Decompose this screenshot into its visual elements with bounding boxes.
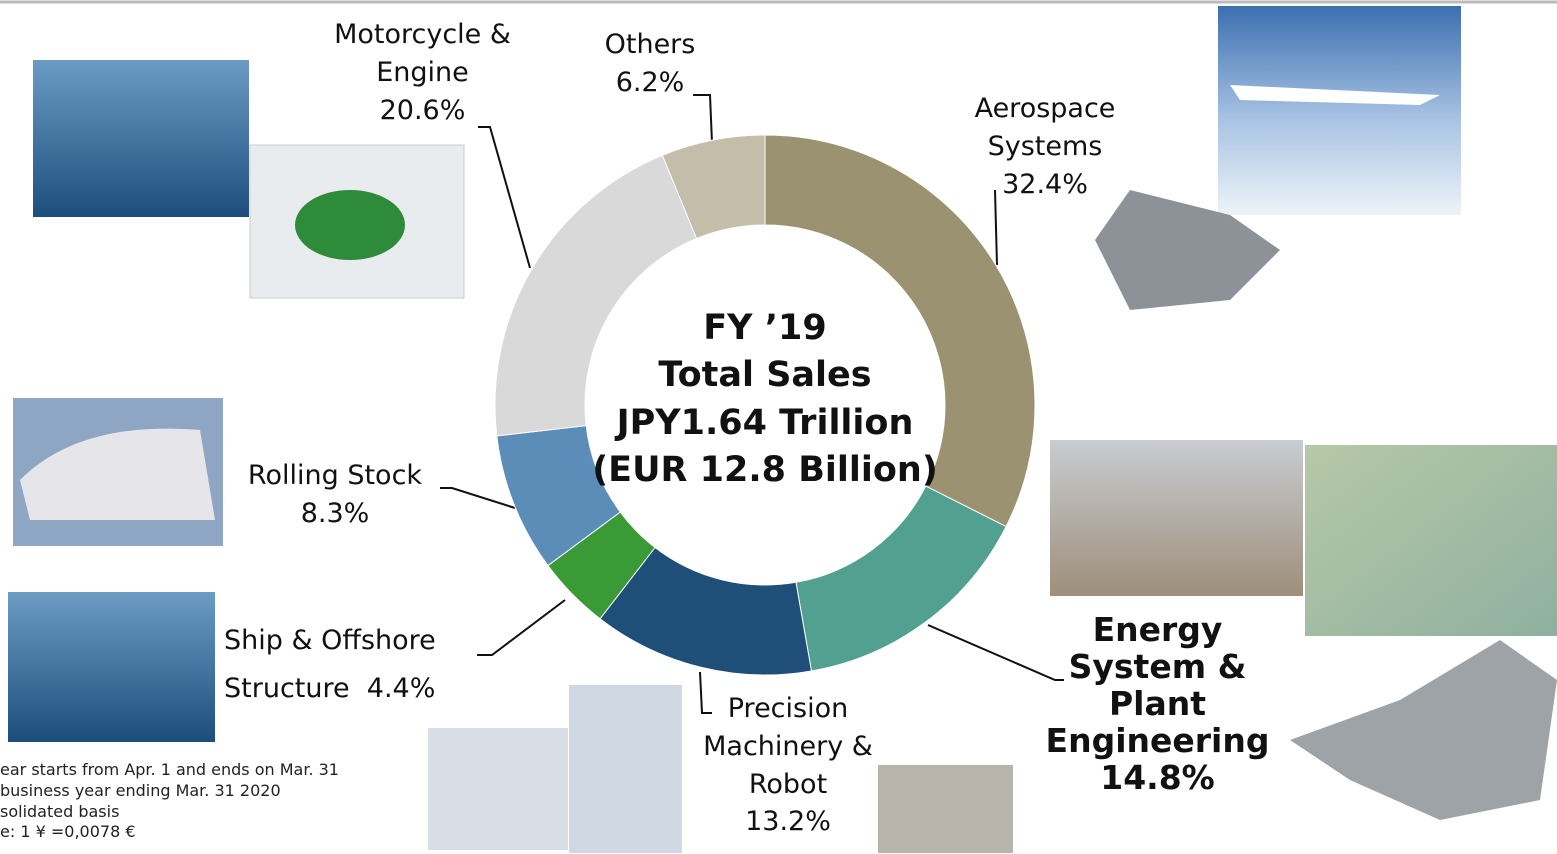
leader-line	[440, 488, 515, 508]
center-text: FY ’19 Total Sales JPY1.64 Trillion (EUR…	[565, 305, 965, 494]
footnote: ear starts from Apr. 1 and ends on Mar. …	[0, 760, 339, 781]
category-label: Precision Machinery & Robot	[683, 690, 893, 803]
value-label: 14.8%	[1035, 760, 1280, 797]
center-line: (EUR 12.8 Billion)	[565, 447, 965, 494]
category-label: Others	[580, 26, 720, 64]
page: FY ’19 Total Sales JPY1.64 Trillion (EUR…	[0, 0, 1557, 854]
footnote: e: 1 ¥ =0,0078 €	[0, 822, 339, 843]
category-label: Aerospace Systems	[920, 90, 1170, 166]
value-label: 8.3%	[225, 495, 445, 533]
value-label: 20.6%	[305, 92, 540, 130]
value-label: 4.4%	[367, 673, 436, 704]
center-line: Total Sales	[565, 352, 965, 399]
segment-label: Ship & Offshore Structure 4.4%	[224, 617, 486, 713]
photo-motorcycle-shape	[295, 190, 405, 260]
footnotes: ear starts from Apr. 1 and ends on Mar. …	[0, 760, 339, 843]
photo-ship	[8, 592, 215, 742]
center-line: JPY1.64 Trillion	[565, 400, 965, 447]
photo-gas-turbine	[1290, 640, 1557, 820]
footnote: solidated basis	[0, 802, 339, 823]
photo-engine	[1305, 445, 1557, 636]
value-label: 32.4%	[920, 166, 1170, 204]
center-line: FY ’19	[565, 305, 965, 352]
leader-line	[477, 600, 565, 655]
photo-robot	[569, 685, 682, 853]
leader-line	[693, 95, 712, 143]
photo-plant	[1050, 440, 1303, 596]
photo-jetski	[33, 60, 249, 217]
leader-line	[478, 127, 530, 268]
value-label: 6.2%	[580, 64, 720, 102]
category-label: Rolling Stock	[225, 457, 445, 495]
value-label: 13.2%	[683, 803, 893, 841]
category-label: Energy System & Plant Engineering	[1035, 612, 1280, 760]
donut-segment	[796, 486, 1006, 671]
photo-gears	[428, 728, 568, 850]
photo-airplane	[1218, 6, 1461, 215]
footnote: business year ending Mar. 31 2020	[0, 781, 339, 802]
category-label: Motorcycle & Engine	[305, 16, 540, 92]
photo-loader	[878, 765, 1013, 853]
